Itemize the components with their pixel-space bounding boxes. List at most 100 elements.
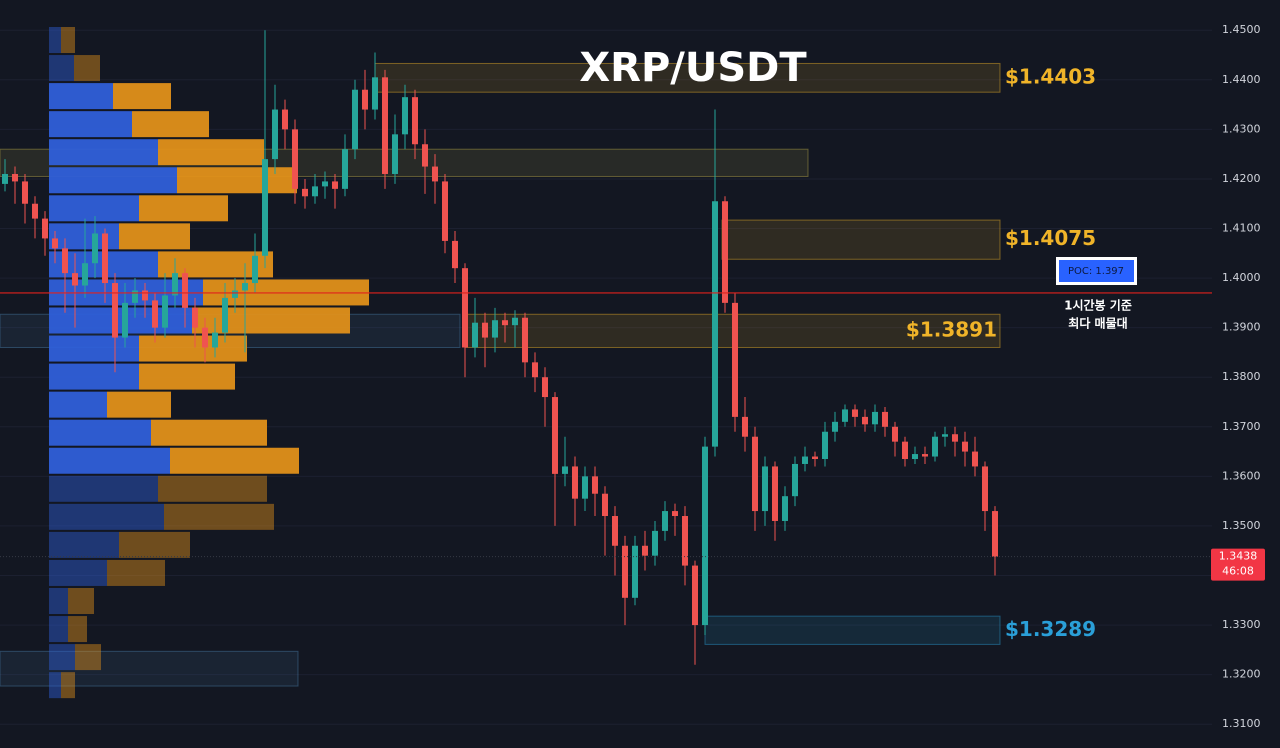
candle-body <box>602 493 608 517</box>
candle-body <box>782 496 788 521</box>
candle-body <box>252 255 258 284</box>
profile-buy <box>49 419 151 446</box>
candle-body <box>952 434 958 442</box>
profile-buy <box>49 503 164 530</box>
profile-buy <box>49 307 192 334</box>
candle-body <box>902 441 908 460</box>
profile-sell <box>107 559 165 586</box>
candle-body <box>142 290 148 301</box>
profile-sell <box>177 167 297 194</box>
candle-body <box>72 273 78 286</box>
candle-body <box>392 134 398 174</box>
candle-body <box>962 441 968 452</box>
candle-body <box>492 320 498 338</box>
candle-body <box>692 565 698 626</box>
chart-title: XRP/USDT <box>579 45 807 91</box>
candle-body <box>642 545 648 556</box>
level-zone <box>721 219 1001 260</box>
candle-body <box>652 530 658 556</box>
profile-sell <box>158 139 264 166</box>
profile-buy <box>49 363 139 390</box>
candle-body <box>162 295 168 328</box>
level-zone <box>374 62 1001 93</box>
profile-buy <box>49 588 68 614</box>
candle-body <box>82 263 88 286</box>
candle-body <box>912 454 918 460</box>
profile-sell <box>61 27 75 53</box>
level-label: $1.4075 <box>1005 226 1096 250</box>
level-label: $1.3289 <box>1005 617 1096 641</box>
candle-body <box>682 516 688 566</box>
level-zone <box>0 650 299 687</box>
y-tick-label: 1.4300 <box>1222 122 1261 135</box>
profile-sell <box>158 475 267 502</box>
profile-buy <box>49 447 170 474</box>
profile-sell <box>113 83 171 110</box>
candle-body <box>172 273 178 296</box>
last-price-box <box>1211 548 1265 581</box>
candle-body <box>572 466 578 499</box>
profile-sell <box>107 391 171 418</box>
candle-body <box>332 181 338 189</box>
candle-body <box>2 173 8 184</box>
candle-body <box>712 201 718 447</box>
candle-body <box>52 238 58 249</box>
profile-buy <box>49 559 107 586</box>
poc-note: 1시간봉 기준 <box>1064 298 1132 313</box>
candle-body <box>232 290 238 298</box>
profile-buy <box>49 616 68 643</box>
candle-body <box>302 188 308 197</box>
candle-body <box>972 451 978 467</box>
profile-sell <box>75 644 101 671</box>
candle-body <box>352 89 358 150</box>
candle-body <box>112 283 118 338</box>
candle-body <box>792 463 798 497</box>
candle-body <box>622 545 628 598</box>
candle-body <box>672 511 678 517</box>
candle-body <box>662 511 668 531</box>
profile-sell <box>139 335 247 362</box>
candle-body <box>202 327 208 348</box>
level-label: $1.3891 <box>906 317 997 341</box>
poc-note: 최다 매물대 <box>1068 316 1127 331</box>
candle-body <box>152 300 158 328</box>
profile-buy <box>49 55 74 82</box>
profile-buy <box>49 167 177 194</box>
y-tick-label: 1.3300 <box>1222 618 1261 631</box>
profile-buy <box>49 139 158 166</box>
y-tick-label: 1.3500 <box>1222 519 1261 532</box>
candle-body <box>542 377 548 398</box>
candle-body <box>452 240 458 269</box>
candle-body <box>632 545 638 598</box>
candle-body <box>422 144 428 167</box>
candle-body <box>502 320 508 326</box>
candle-body <box>182 273 188 308</box>
y-tick-label: 1.3200 <box>1222 668 1261 681</box>
profile-buy <box>49 391 107 418</box>
profile-buy <box>49 531 119 558</box>
candle-body <box>362 89 368 110</box>
y-tick-label: 1.4000 <box>1222 271 1261 284</box>
profile-buy <box>49 83 113 110</box>
candle-body <box>192 307 198 328</box>
candle-body <box>742 416 748 437</box>
countdown: 46:08 <box>1222 565 1254 578</box>
candle-body <box>872 411 878 425</box>
profile-buy <box>49 335 139 362</box>
profile-sell <box>151 419 267 446</box>
y-tick-label: 1.4400 <box>1222 73 1261 86</box>
candle-body <box>212 332 218 348</box>
candle-body <box>722 201 728 303</box>
profile-sell <box>61 672 75 699</box>
candle-body <box>32 203 38 219</box>
candle-body <box>732 302 738 417</box>
profile-buy <box>49 27 61 53</box>
candle-body <box>462 268 468 348</box>
candle-body <box>812 456 818 460</box>
candle-body <box>822 431 828 460</box>
poc-box-inner <box>1059 260 1134 282</box>
candle-body <box>242 283 248 291</box>
candle-body <box>382 77 388 174</box>
